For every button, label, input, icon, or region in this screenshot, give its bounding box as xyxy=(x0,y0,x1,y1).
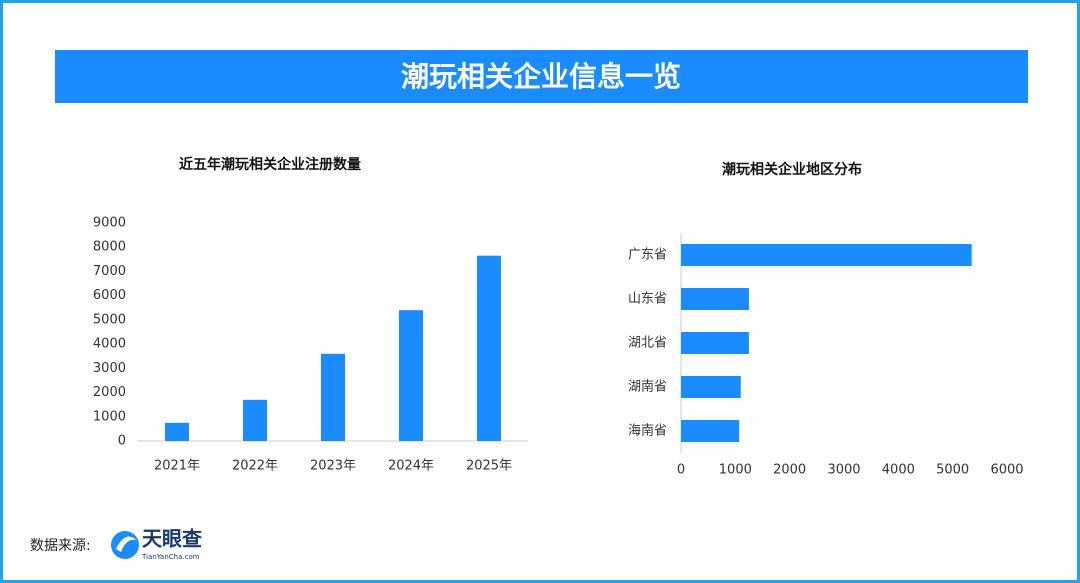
x-tick-label: 2023年 xyxy=(310,459,356,474)
x-tick-label: 3000 xyxy=(827,463,860,478)
x-tick-label: 2021年 xyxy=(154,459,200,474)
bar xyxy=(681,244,972,266)
bar xyxy=(399,310,423,441)
x-tick-label: 2022年 xyxy=(232,459,278,474)
bar xyxy=(477,255,501,441)
x-tick-label: 5000 xyxy=(936,463,969,478)
logo-swoosh xyxy=(116,536,136,552)
logo: 天眼查 TianYanCha.com xyxy=(111,527,202,561)
y-tick-label: 广东省 xyxy=(628,248,667,263)
header-bar xyxy=(55,50,1028,103)
y-tick-label: 海南省 xyxy=(628,423,667,439)
x-tick-label: 6000 xyxy=(990,463,1023,478)
y-tick-label: 2000 xyxy=(93,385,126,400)
logo-url: TianYanCha.com xyxy=(141,553,200,561)
y-tick-label: 8000 xyxy=(93,240,126,255)
bar xyxy=(681,376,741,398)
chart-title: 潮玩相关企业地区分布 xyxy=(722,161,862,178)
y-tick-label: 5000 xyxy=(93,312,126,327)
y-tick-label: 7000 xyxy=(93,264,126,279)
y-tick-label: 1000 xyxy=(93,409,126,424)
x-tick-label: 1000 xyxy=(719,463,752,478)
y-tick-label: 湖南省 xyxy=(628,379,667,395)
bar xyxy=(681,332,749,354)
bar xyxy=(681,288,749,310)
y-tick-label: 3000 xyxy=(93,361,126,376)
logo-name: 天眼查 xyxy=(142,527,202,551)
logo-icon xyxy=(111,531,139,559)
y-tick-label: 湖北省 xyxy=(628,336,667,351)
y-tick-label: 0 xyxy=(118,434,126,449)
chart-title: 近五年潮玩相关企业注册数量 xyxy=(179,156,361,173)
x-tick-label: 2024年 xyxy=(388,459,434,474)
bar xyxy=(681,420,740,442)
x-tick-label: 2000 xyxy=(773,463,806,478)
source-label: 数据来源: xyxy=(30,538,91,554)
y-tick-label: 4000 xyxy=(93,337,126,352)
y-tick-label: 9000 xyxy=(93,216,126,231)
bar xyxy=(321,353,345,441)
bar xyxy=(165,422,189,441)
x-tick-label: 2025年 xyxy=(466,459,512,474)
x-tick-label: 4000 xyxy=(882,463,915,478)
bar xyxy=(243,399,267,441)
x-tick-label: 0 xyxy=(677,463,685,478)
y-tick-label: 6000 xyxy=(93,288,126,303)
y-tick-label: 山东省 xyxy=(628,292,667,307)
page-title: 潮玩相关企业信息一览 xyxy=(401,60,681,93)
